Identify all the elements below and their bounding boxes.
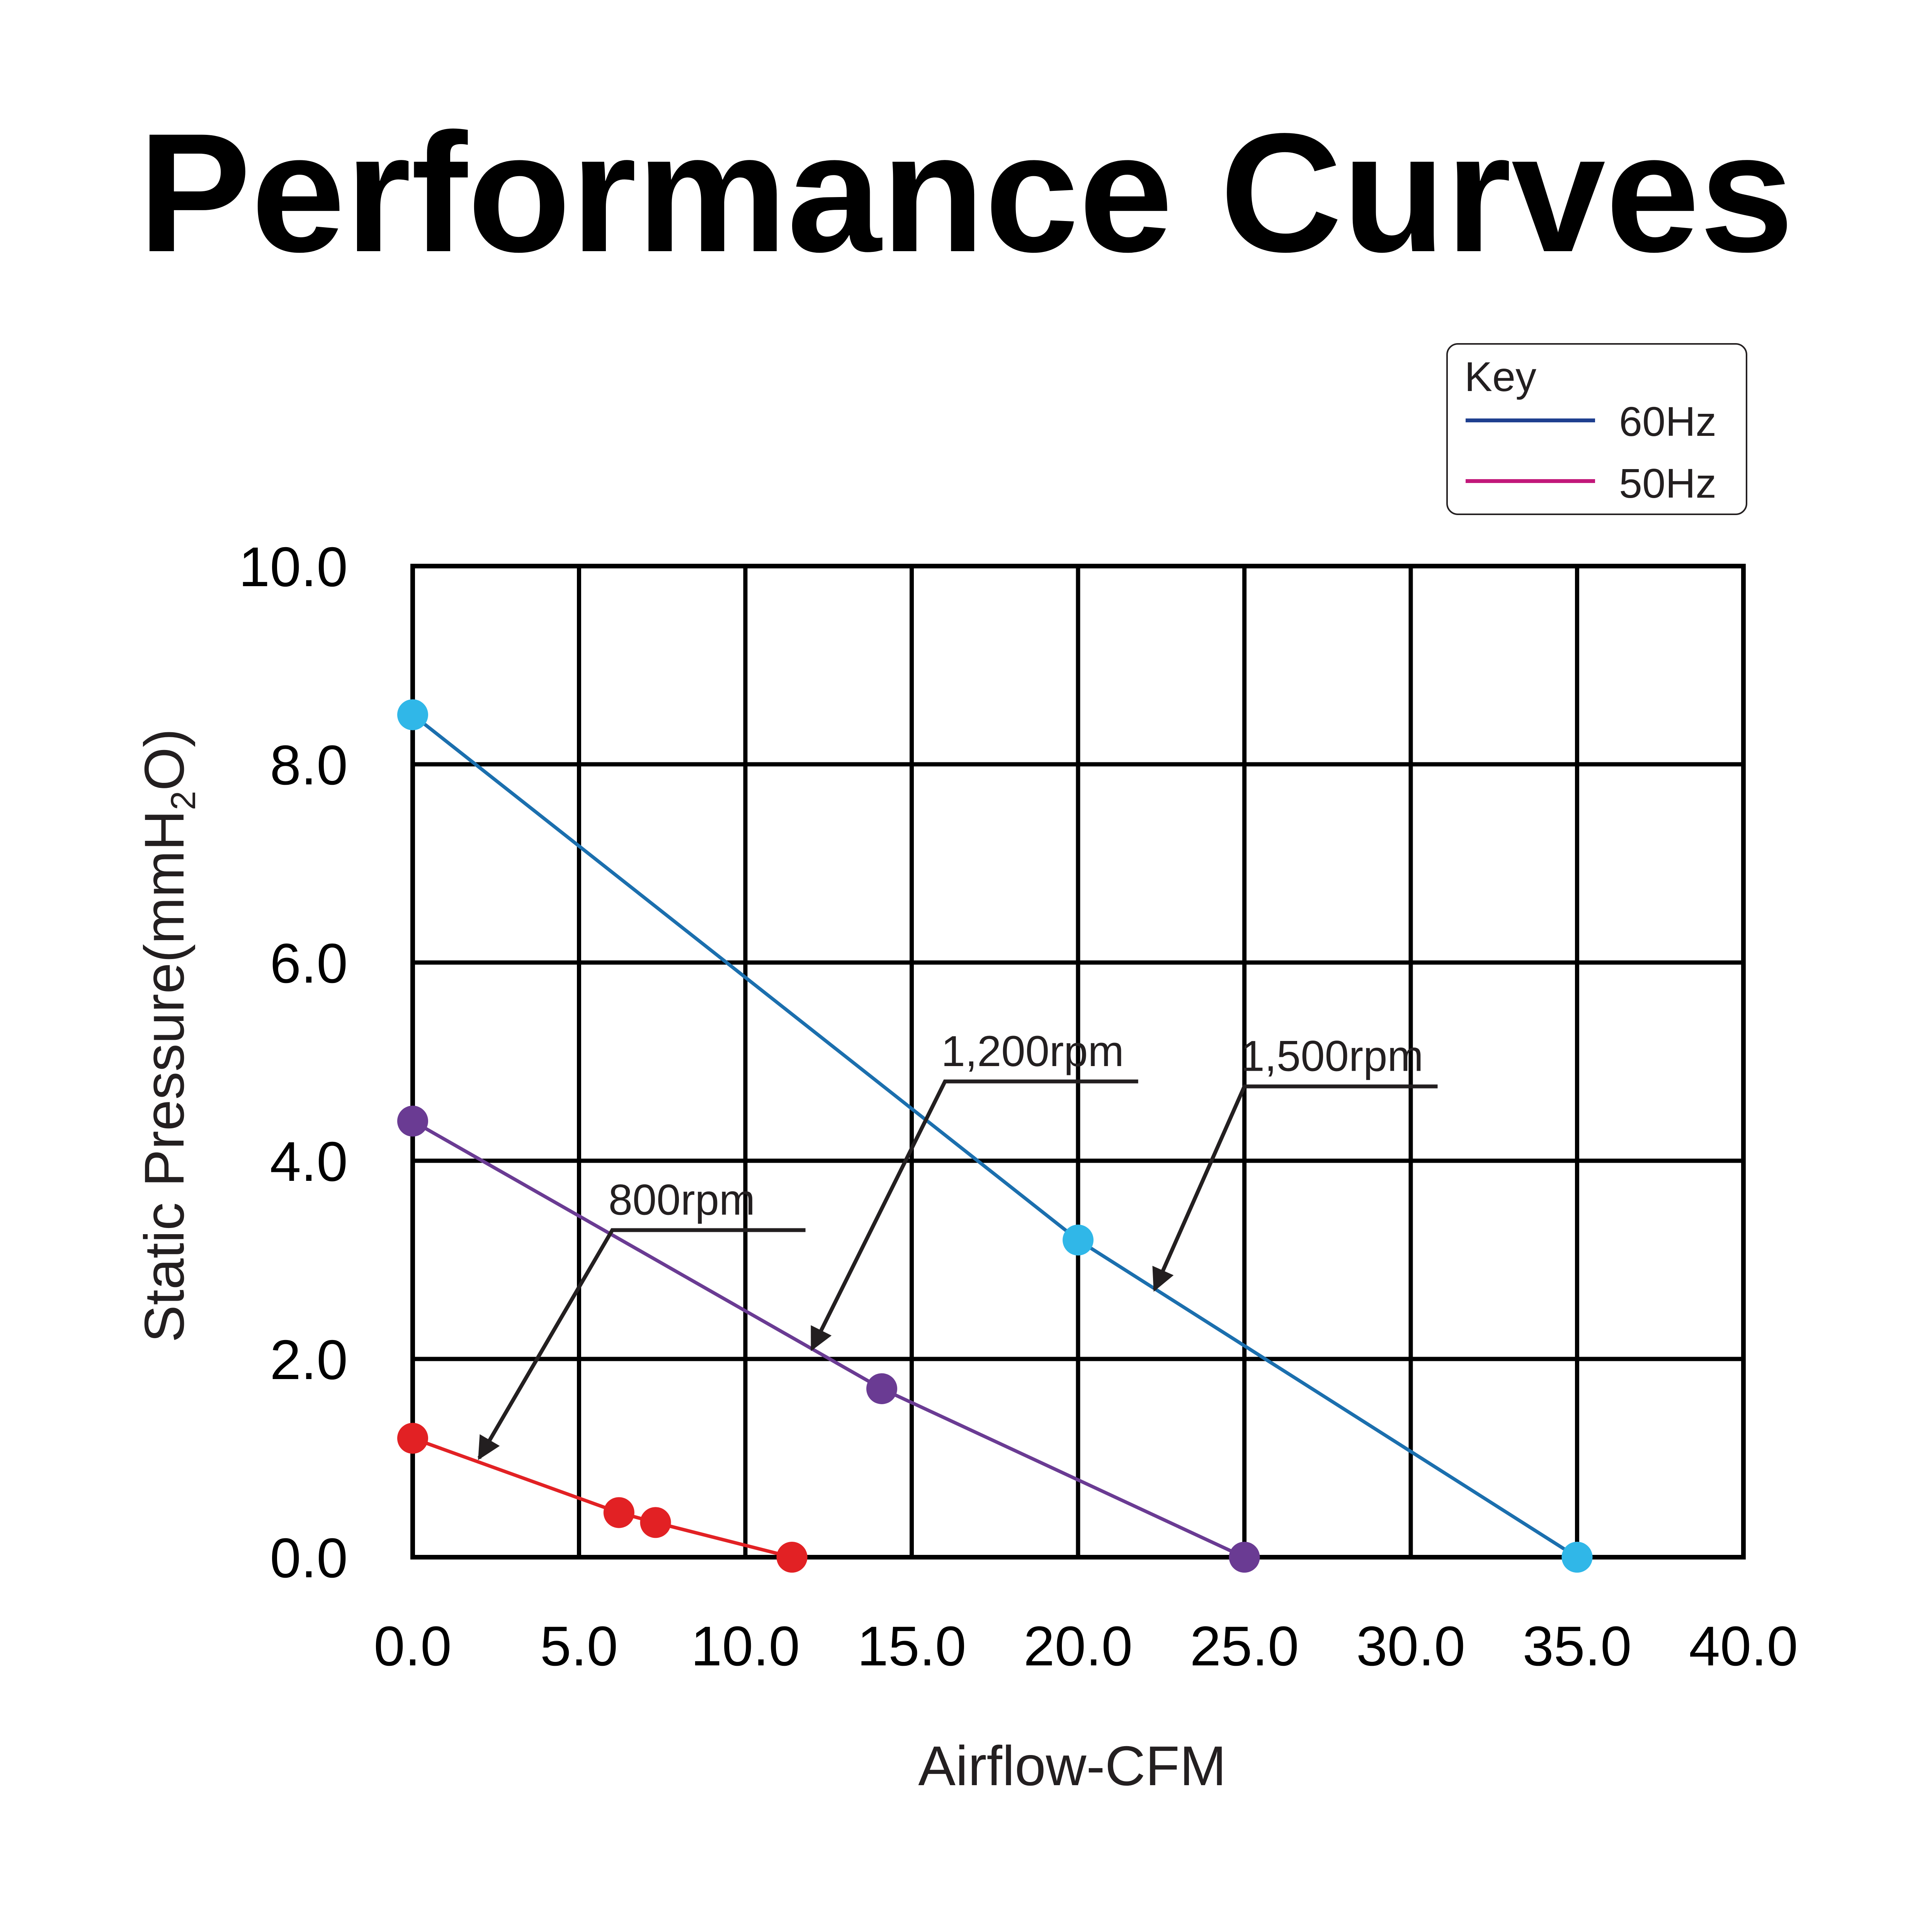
legend-box: [1446, 343, 1747, 515]
data-point-800rpm: [397, 1423, 428, 1454]
annotations: 1,500rpm 1,200rpm 800rpm: [477, 1027, 1438, 1460]
x-tick-label: 25.0: [1190, 1615, 1299, 1677]
y-tick-label: 8.0: [270, 734, 348, 796]
data-point-1200rpm: [1229, 1542, 1260, 1573]
x-tick-label: 5.0: [540, 1615, 618, 1677]
annotation-arrow-1500rpm: [1152, 1084, 1438, 1292]
data-point-800rpm: [776, 1542, 808, 1573]
plot-frame: [410, 564, 1746, 1560]
x-tick-label: 30.0: [1356, 1615, 1465, 1677]
series-line-1500rpm: [412, 713, 1578, 1559]
x-tick-label: 40.0: [1689, 1615, 1798, 1677]
y-axis-label-suffix: O): [133, 729, 196, 791]
tick-labels: 0.0 5.0 10.0 15.0 20.0 25.0 30.0 35.0 40.0 0.0 2.0…: [239, 536, 1798, 1677]
series-line-1200rpm: [412, 1119, 1245, 1559]
grid: [410, 564, 1746, 1560]
y-axis-label-subscript: 2: [164, 791, 203, 810]
legend: Key 60Hz 50Hz: [1446, 343, 1747, 515]
data-point-800rpm: [640, 1507, 671, 1538]
x-tick-label: 10.0: [691, 1615, 800, 1677]
chart-title: Performance Curves: [138, 98, 1794, 287]
legend-label-50hz: 50Hz: [1619, 460, 1716, 507]
data-point-1500rpm: [1063, 1225, 1094, 1256]
data-point-1200rpm: [397, 1105, 428, 1137]
annotation-label-1200rpm: 1,200rpm: [941, 1027, 1124, 1075]
x-tick-label: 15.0: [857, 1615, 966, 1677]
x-tick-label: 35.0: [1522, 1615, 1631, 1677]
y-tick-label: 6.0: [270, 932, 348, 995]
y-axis-label: Static Pressure(mmH2O): [133, 729, 203, 1343]
y-axis-label-main: Static Pressure(mmH: [133, 810, 196, 1343]
y-tick-label: 10.0: [239, 536, 348, 598]
series: [397, 699, 1593, 1573]
x-tick-label: 0.0: [374, 1615, 452, 1677]
annotation-label-1500rpm: 1,500rpm: [1241, 1032, 1423, 1080]
legend-label-60hz: 60Hz: [1619, 398, 1716, 445]
series-line-800rpm: [412, 1436, 793, 1559]
x-tick-label: 20.0: [1024, 1615, 1133, 1677]
x-axis-label: Airflow-CFM: [918, 1735, 1226, 1797]
legend-title: Key: [1464, 353, 1536, 400]
data-point-800rpm: [603, 1497, 634, 1528]
y-tick-label: 4.0: [270, 1130, 348, 1193]
annotation-arrow-1200rpm: [810, 1079, 1138, 1351]
data-point-1500rpm: [1561, 1542, 1593, 1573]
y-tick-label: 2.0: [270, 1328, 348, 1391]
data-point-1500rpm: [397, 699, 428, 730]
annotation-arrow-800rpm: [477, 1228, 806, 1460]
annotation-label-800rpm: 800rpm: [609, 1176, 755, 1224]
data-point-1200rpm: [866, 1373, 898, 1404]
y-tick-label: 0.0: [270, 1527, 348, 1589]
